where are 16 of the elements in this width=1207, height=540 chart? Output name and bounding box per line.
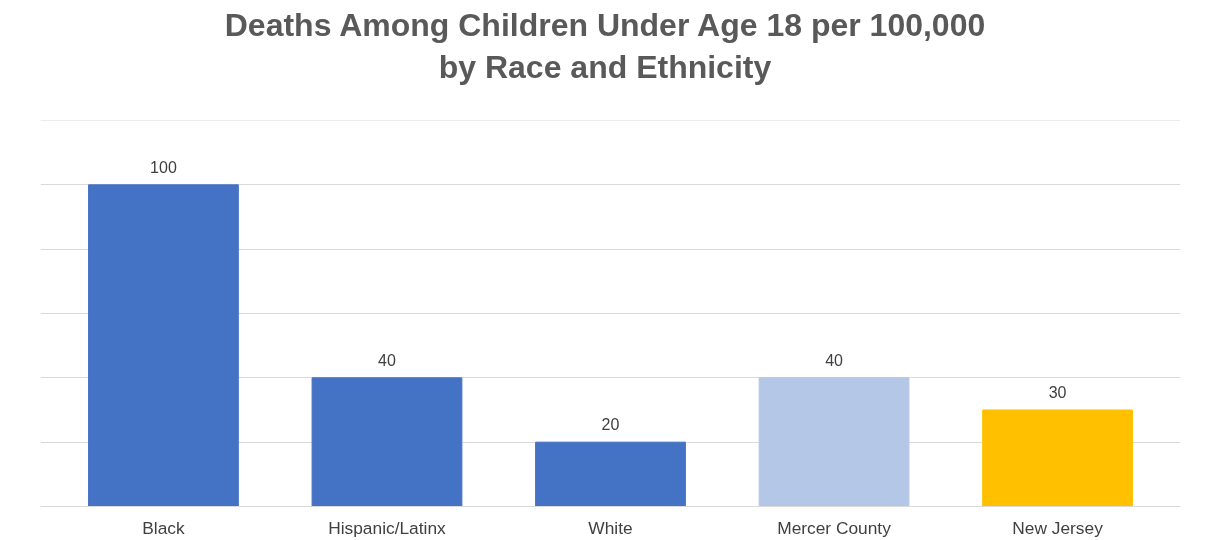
x-tick-label: New Jersey: [1012, 517, 1104, 538]
data-label: 30: [1048, 384, 1067, 401]
data-label: 40: [378, 351, 396, 369]
bar: [758, 377, 910, 507]
chart-title: Deaths Among Children Under Age 18 per 100,000 by Race and Ethnicity: [224, 6, 986, 87]
x-tick-label: White: [588, 517, 633, 538]
x-tick-label: Hispanic/Latinx: [328, 517, 447, 538]
bar: [88, 184, 239, 507]
data-label: 20: [601, 416, 620, 434]
x-tick-label: Black: [142, 517, 185, 538]
data-label: 40: [825, 351, 844, 369]
data-label: 100: [150, 158, 177, 176]
x-tick-label: Mercer County: [777, 517, 892, 538]
bar: [311, 377, 463, 507]
bar: [982, 409, 1133, 507]
bar: [535, 441, 686, 507]
